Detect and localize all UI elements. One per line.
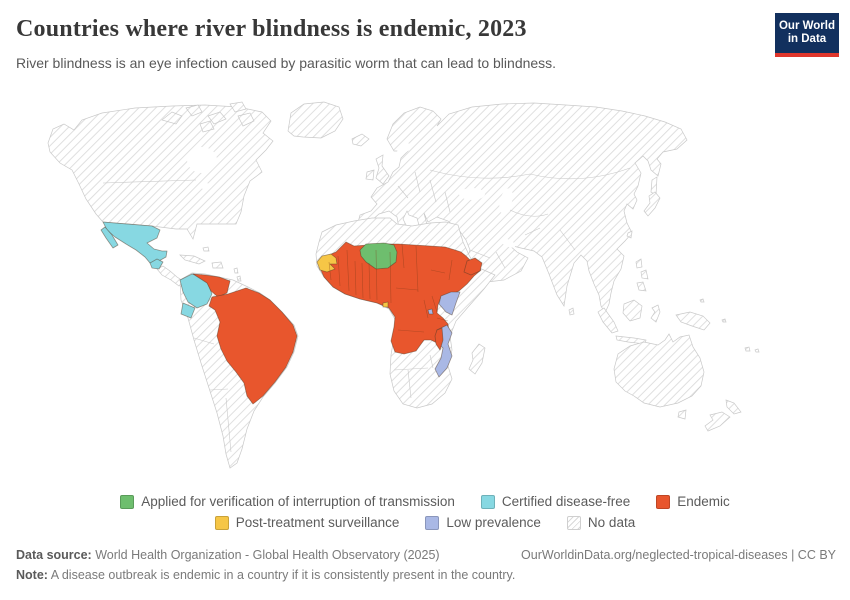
world-choropleth-map[interactable] [0, 95, 850, 485]
region-japan[interactable] [643, 191, 661, 217]
hudson-bay [187, 147, 217, 173]
region-new-zealand[interactable] [704, 399, 742, 432]
legend-label: Low prevalence [446, 515, 541, 530]
pacific-islands [699, 298, 760, 353]
rights-link[interactable]: OurWorldinData.org/neglected-tropical-di… [521, 548, 836, 562]
note-line: Note: A disease outbreak is endemic in a… [16, 568, 836, 582]
region-hispaniola [211, 261, 224, 269]
legend-label: Certified disease-free [501, 494, 631, 509]
data-source-value: World Health Organization - Global Healt… [91, 548, 440, 562]
certified-swatch [480, 494, 495, 509]
owid-logo[interactable]: Our World in Data [775, 13, 839, 57]
no-data-internal-borders [102, 167, 631, 453]
region-borneo [622, 299, 643, 322]
persian-gulf [500, 238, 516, 248]
chart-footer: Data source: World Health Organization -… [16, 548, 836, 582]
legend-item-post-treatment[interactable]: Post-treatment surveillance [214, 515, 400, 530]
country-senegal[interactable] [316, 253, 338, 273]
black-sea [459, 188, 485, 200]
country-niger[interactable] [359, 242, 398, 270]
page-subtitle: River blindness is an eye infection caus… [16, 55, 557, 71]
region-new-guinea[interactable] [675, 311, 711, 331]
verification-swatch [120, 494, 135, 509]
caspian-sea [499, 188, 513, 214]
status-colored-countries [100, 221, 483, 405]
country-mexico[interactable] [102, 221, 168, 264]
endemic-swatch [656, 494, 671, 509]
country-kenya[interactable] [438, 291, 461, 316]
no-data-swatch [566, 515, 581, 530]
map-legend-row-1: Applied for verification of interruption… [0, 494, 850, 509]
note-label: Note: [16, 568, 48, 582]
map-legend-row-2: Post-treatment surveillance Low prevalen… [0, 515, 850, 530]
region-united-kingdom[interactable] [375, 154, 390, 185]
region-cuba[interactable] [179, 254, 206, 265]
country-venezuela[interactable] [192, 273, 231, 298]
country-mexico-baja[interactable] [100, 226, 119, 249]
low-prevalence-swatch [425, 515, 440, 530]
country-brazil[interactable] [208, 287, 298, 405]
legend-item-verification[interactable]: Applied for verification of interruption… [120, 494, 455, 509]
region-north-america[interactable] [47, 104, 274, 240]
owid-logo-line1: Our World [778, 20, 835, 32]
legend-label: Post-treatment surveillance [235, 515, 400, 530]
region-philippines[interactable] [635, 258, 649, 292]
region-ireland[interactable] [365, 169, 375, 181]
baltic-sea [397, 143, 411, 155]
data-source-line: Data source: World Health Organization -… [16, 548, 440, 562]
legend-item-low-prevalence[interactable]: Low prevalence [425, 515, 541, 530]
region-sulawesi [650, 304, 661, 323]
legend-item-no-data[interactable]: No data [566, 515, 636, 530]
region-australia[interactable] [613, 333, 705, 408]
region-taiwan [626, 230, 633, 239]
region-sumatra [597, 307, 619, 334]
region-central-america[interactable] [156, 265, 184, 287]
page-title: Countries where river blindness is endem… [16, 16, 527, 42]
country-equatorial-guinea[interactable] [382, 301, 389, 308]
legend-label: Endemic [677, 494, 730, 509]
region-sri-lanka [568, 307, 575, 316]
data-source-label: Data source: [16, 548, 92, 562]
region-greenland[interactable] [287, 101, 344, 139]
legend-item-endemic[interactable]: Endemic [656, 494, 730, 509]
country-burundi[interactable] [427, 308, 434, 315]
note-value: A disease outbreak is endemic in a count… [47, 568, 516, 582]
country-ecuador[interactable] [180, 302, 196, 319]
country-yemen[interactable] [463, 257, 483, 276]
legend-label: Applied for verification of interruption… [141, 494, 455, 509]
legend-label: No data [587, 515, 636, 530]
region-madagascar[interactable] [468, 343, 486, 375]
region-eurasia[interactable] [356, 102, 688, 314]
caribbean-islands [202, 246, 242, 282]
region-tasmania [677, 409, 687, 420]
owid-logo-line2: in Data [787, 33, 827, 45]
arctic-islands [161, 101, 255, 133]
post-treatment-swatch [214, 515, 229, 530]
endemic-internal-borders [328, 243, 453, 333]
country-guatemala[interactable] [149, 258, 164, 270]
country-malawi[interactable] [434, 327, 444, 351]
region-iceland[interactable] [351, 133, 370, 147]
seas [187, 143, 516, 248]
legend-item-certified[interactable]: Certified disease-free [480, 494, 631, 509]
great-lakes [198, 183, 212, 189]
